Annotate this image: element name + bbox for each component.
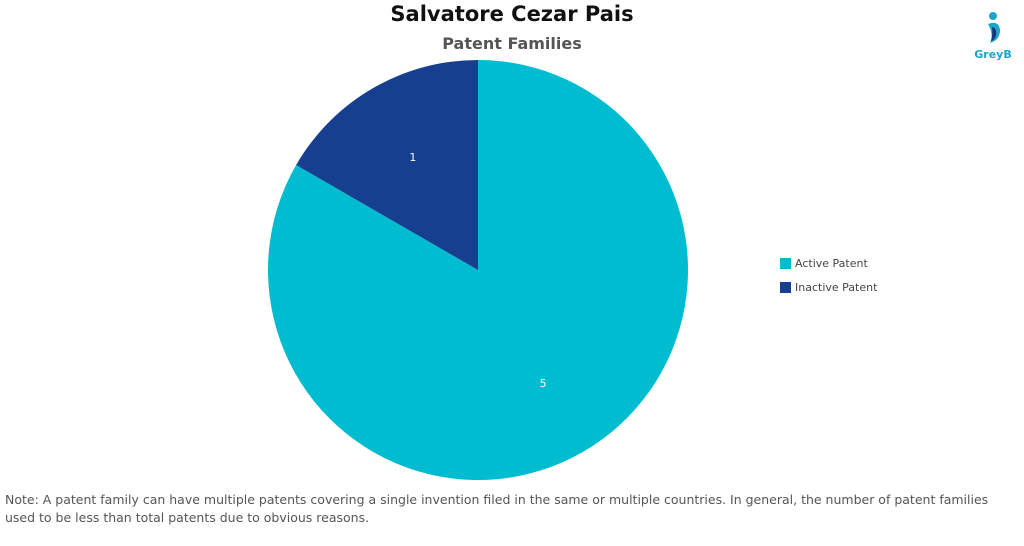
pie-slice-active-patent[interactable] [268,60,688,480]
pie-slice-label-inactive-patent: 1 [409,151,416,164]
chart-subtitle: Patent Families [442,34,582,53]
legend-item-inactive[interactable]: Inactive Patent [780,275,877,299]
greyb-logo-icon [988,12,1000,43]
greyb-logo: GreyB [968,10,1018,66]
pie-slice-inactive-patent[interactable] [296,60,478,270]
pie-slice-label-active-patent: 5 [540,377,547,390]
legend-label-inactive: Inactive Patent [795,280,878,294]
chart-title: Salvatore Cezar Pais [390,2,634,26]
chart-legend: Active Patent Inactive Patent [780,251,877,299]
legend-swatch-active [780,257,791,269]
legend-label-active: Active Patent [795,256,868,270]
footnote-note: Note: A patent family can have multiple … [5,492,989,525]
legend-item-active[interactable]: Active Patent [780,251,877,275]
greyb-logo-text: GreyB [974,48,1012,61]
legend-swatch-inactive [780,281,791,293]
